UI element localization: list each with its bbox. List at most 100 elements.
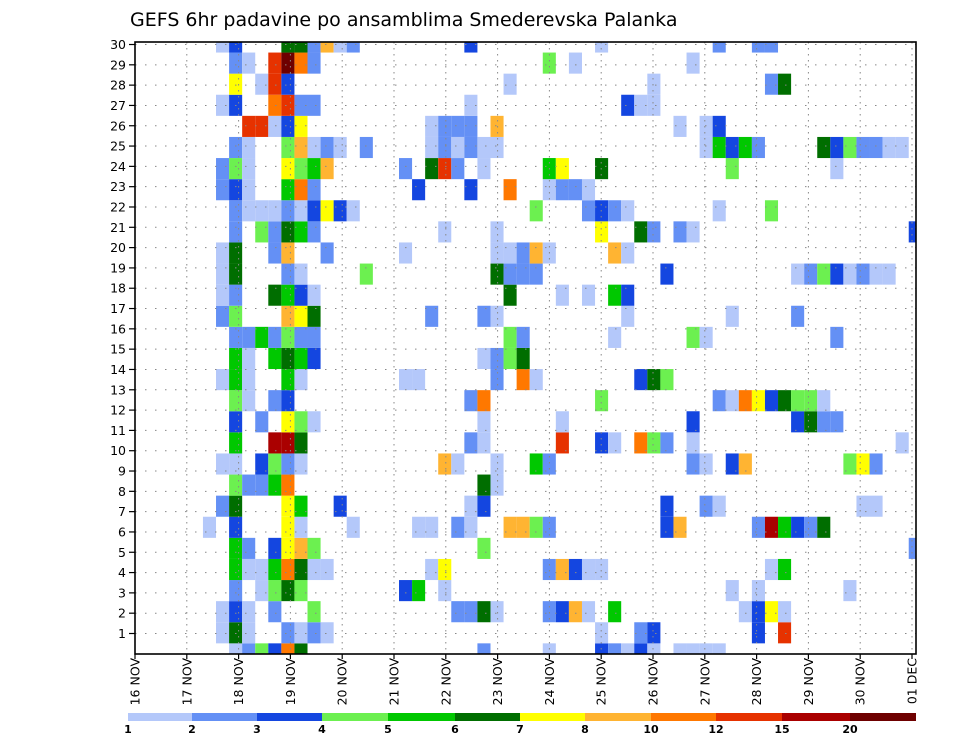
heatmap-cell — [229, 516, 243, 538]
heatmap-cell — [307, 558, 321, 581]
heatmap-cell — [399, 242, 413, 264]
heatmap-cell — [242, 558, 256, 581]
heatmap-cell — [229, 42, 243, 53]
heatmap-cell — [699, 453, 713, 475]
y-tick-label: 20 — [110, 240, 126, 255]
heatmap-cell — [294, 263, 308, 285]
heatmap-cell — [673, 516, 687, 538]
y-tick-label: 8 — [118, 484, 126, 499]
heatmap-cell — [568, 179, 582, 201]
heatmap-cell — [438, 558, 452, 581]
heatmap-cell — [712, 643, 726, 654]
heatmap-cell — [438, 221, 452, 243]
y-tick-label: 25 — [110, 139, 126, 154]
heatmap-cell — [647, 221, 661, 243]
heatmap-cell — [281, 622, 295, 644]
heatmap-cell — [464, 390, 478, 412]
y-tick-label: 21 — [110, 220, 126, 235]
heatmap-cell — [581, 200, 596, 222]
heatmap-cell — [307, 158, 321, 180]
heatmap-cell — [333, 200, 347, 222]
heatmap-cell — [634, 643, 648, 654]
heatmap-cell — [333, 495, 347, 517]
y-tick-label: 30 — [110, 37, 126, 52]
y-tick-label: 29 — [110, 57, 126, 72]
heatmap-cell — [281, 284, 295, 306]
heatmap-cell — [268, 200, 282, 222]
heatmap-cell — [764, 200, 779, 222]
heatmap-cell — [738, 136, 752, 159]
heatmap-cell — [529, 453, 543, 475]
heatmap-cell — [843, 263, 857, 285]
heatmap-cell — [477, 158, 491, 180]
heatmap-cell — [568, 558, 582, 581]
heatmap-cell — [751, 390, 765, 412]
heatmap-cell — [817, 516, 831, 538]
heatmap-cell — [307, 537, 321, 559]
colorbar-swatch — [585, 713, 651, 721]
heatmap-cell — [294, 411, 308, 433]
heatmap-cell — [686, 411, 700, 433]
y-tick-label: 7 — [118, 504, 126, 519]
heatmap-cell — [712, 115, 726, 137]
heatmap-cell — [425, 305, 439, 327]
y-tick-label: 6 — [118, 524, 126, 539]
heatmap-cell — [699, 643, 713, 654]
heatmap-cell — [647, 622, 661, 644]
heatmap-cell — [281, 73, 295, 95]
heatmap-cell — [464, 516, 478, 538]
heatmap-cell — [294, 369, 308, 391]
heatmap-cell — [229, 643, 243, 654]
heatmap-cell — [791, 305, 805, 327]
heatmap-cell — [268, 115, 282, 137]
heatmap-cell — [451, 516, 465, 538]
heatmap-cell — [817, 411, 831, 433]
grid-lines — [135, 42, 916, 654]
heatmap-cell — [595, 390, 609, 412]
heatmap-cell — [320, 622, 334, 644]
heatmap-cell — [307, 305, 321, 327]
heatmap-cell — [294, 200, 308, 222]
y-tick-label: 27 — [110, 98, 126, 113]
colorbar-legend: 1 2 3 4 5 6 7 8 10 12 15 20 — [124, 713, 916, 736]
heatmap-cell — [830, 411, 844, 433]
heatmap-cell — [268, 242, 282, 264]
heatmap-cell — [229, 305, 243, 327]
heatmap-cell — [595, 622, 609, 644]
heatmap-cell — [738, 453, 752, 475]
heatmap-cell — [216, 369, 230, 391]
heatmap-cell — [229, 369, 243, 391]
heatmap-cell — [503, 284, 517, 306]
y-tick-label: 17 — [110, 301, 126, 316]
heatmap-cell — [647, 369, 661, 391]
heatmap-cell — [242, 158, 256, 180]
colorbar-label: 10 — [643, 723, 659, 736]
heatmap-cell — [490, 115, 504, 137]
heatmap-cell — [830, 263, 844, 285]
heatmap-cell — [216, 263, 230, 285]
heatmap-cell — [725, 580, 739, 602]
heatmap-cell — [843, 136, 857, 159]
heatmap-cell — [216, 94, 230, 116]
heatmap-cell — [673, 643, 687, 654]
heatmap-cell — [294, 643, 308, 654]
heatmap-cell — [294, 516, 308, 538]
heatmap-cell — [595, 221, 609, 243]
heatmap-cell — [320, 558, 334, 581]
x-tick-label: 01 DEC — [905, 658, 920, 704]
heatmap-cell — [255, 221, 269, 243]
heatmap-cell — [817, 263, 831, 285]
heatmap-cell — [699, 115, 713, 137]
heatmap-cell — [412, 516, 426, 538]
heatmap-cell — [764, 73, 779, 95]
heatmap-cell — [791, 390, 805, 412]
heatmap-cell — [464, 94, 478, 116]
heatmap-cell — [281, 115, 295, 137]
heatmap-cell — [281, 390, 295, 412]
heatmap-cell — [660, 369, 674, 391]
heatmap-cell — [686, 221, 700, 243]
colorbar-label: 5 — [384, 723, 392, 736]
heatmap-cell — [229, 136, 243, 159]
heatmap-cell — [281, 42, 295, 53]
heatmap-cell — [438, 158, 452, 180]
